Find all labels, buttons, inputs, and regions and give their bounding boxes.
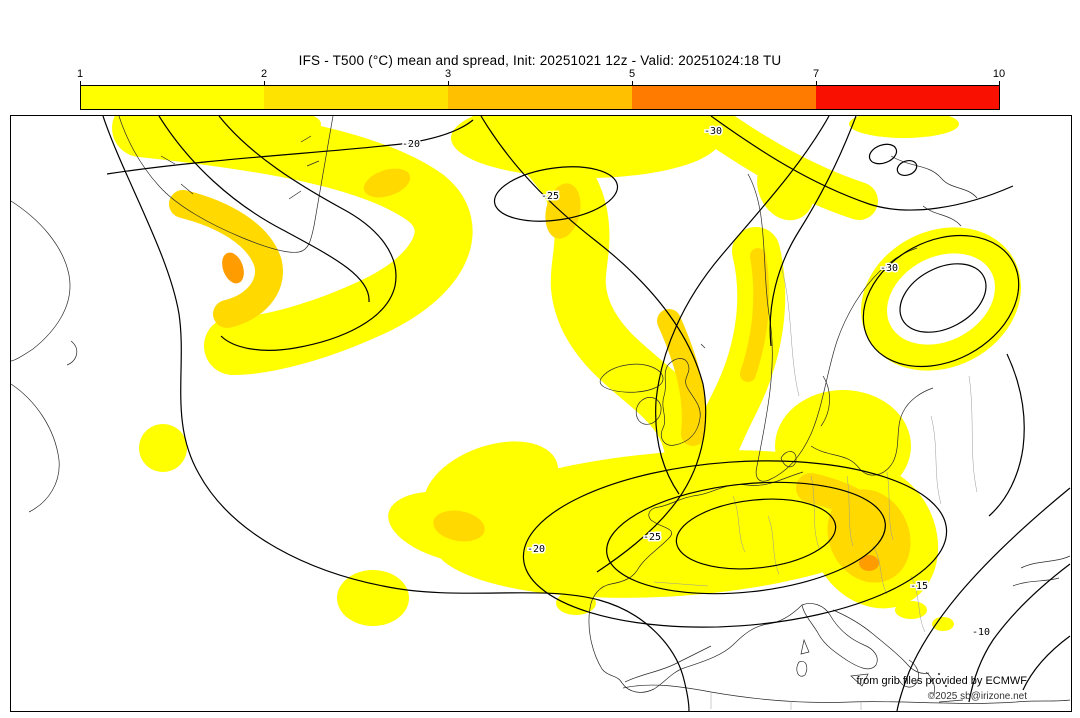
- colorbar-tick-label: 1: [76, 68, 84, 80]
- colorbar-tick: [816, 81, 817, 85]
- map-canvas: -20 -25 -30 -30 -25 -20 -15 -10: [11, 116, 1071, 711]
- colorbar-tick: [264, 81, 265, 85]
- contour-label: -20: [527, 544, 545, 555]
- contour-label-layer: -20 -25 -30 -30 -25 -20 -15 -10: [401, 125, 992, 640]
- colorbar-segment: [816, 85, 1000, 109]
- credit-line: from grib files provided by ECMWF: [856, 675, 1027, 687]
- colorbar-bar: [80, 85, 1000, 110]
- colorbar-outline: [80, 85, 1000, 110]
- colorbar-tick: [448, 81, 449, 85]
- contour-label: -30: [880, 263, 898, 274]
- contour-label: -30: [704, 126, 722, 137]
- country-border-layer: [653, 265, 978, 710]
- colorbar-tick: [80, 81, 81, 85]
- contour-label: -25: [541, 191, 559, 202]
- contour-label: -20: [402, 139, 420, 150]
- colorbar-tick-label: 7: [812, 68, 820, 80]
- spread-shading-layer: [112, 116, 1021, 631]
- colorbar-tick-label: 5: [628, 68, 636, 80]
- colorbar-tick: [999, 81, 1000, 85]
- colorbar-segment: [448, 85, 632, 109]
- contour-label: -15: [910, 581, 928, 592]
- chart-title: IFS - T500 (°C) mean and spread, Init: 2…: [298, 53, 782, 68]
- colorbar-tick-label: 10: [992, 68, 1006, 80]
- copyright-line: ©2025 sb@irizone.net: [927, 691, 1027, 702]
- colorbar-tick-label: 3: [444, 68, 452, 80]
- spread-shading-strong-layer: [169, 168, 911, 583]
- colorbar-segment: [80, 85, 264, 109]
- colorbar-tick-label: 2: [260, 68, 268, 80]
- spread-colorbar: 1 2 3 5 7 10: [76, 68, 1005, 112]
- map-frame: -20 -25 -30 -30 -25 -20 -15 -10 from gri…: [10, 115, 1072, 712]
- contour-label: -10: [972, 627, 990, 638]
- colorbar-tick: [632, 81, 633, 85]
- colorbar-segment: [632, 85, 816, 109]
- colorbar-labels: 1 2 3 5 7 10: [76, 68, 1005, 81]
- colorbar-segment: [264, 85, 448, 109]
- contour-label: -25: [643, 532, 661, 543]
- contour-line-layer: [102, 116, 1071, 711]
